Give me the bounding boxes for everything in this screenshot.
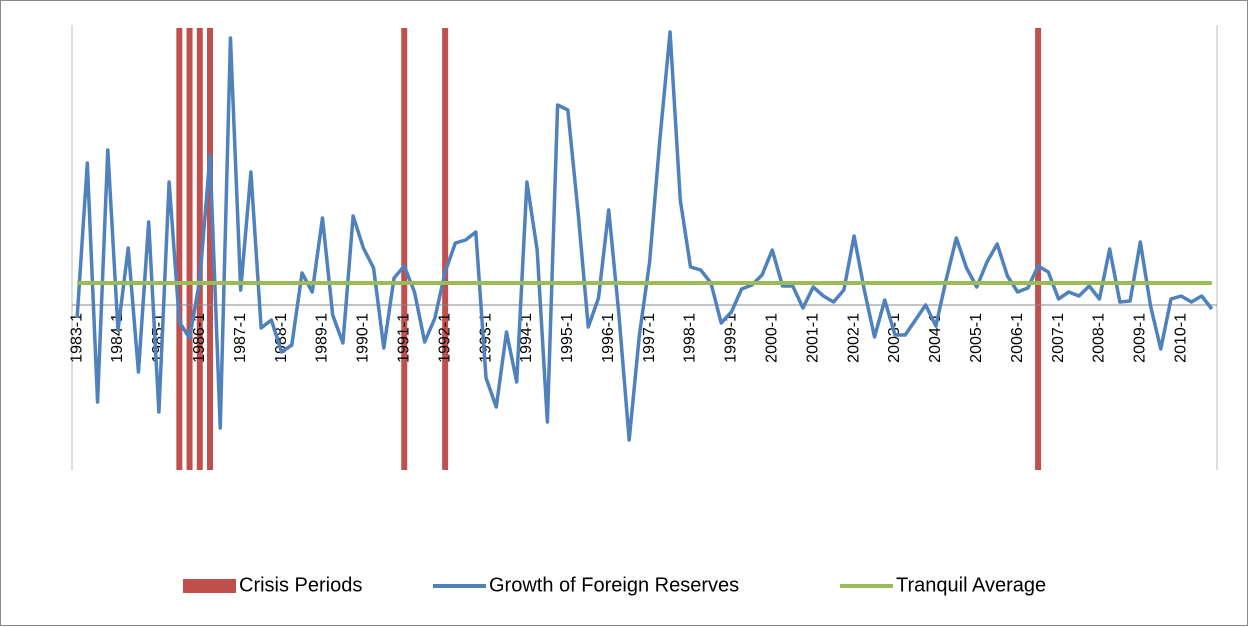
x-tick-label: 2010-1 xyxy=(1172,313,1189,363)
x-tick-label: 2009-1 xyxy=(1132,313,1149,363)
legend-swatch xyxy=(183,579,236,593)
x-tick-label: 1989-1 xyxy=(314,313,331,363)
crisis-bar xyxy=(186,28,193,470)
legend-label: Crisis Periods xyxy=(239,574,362,596)
crisis-bar xyxy=(207,28,214,470)
x-tick-label: 1994-1 xyxy=(518,313,535,363)
x-tick-label: 1996-1 xyxy=(600,313,617,363)
x-tick-label: 2004-1 xyxy=(927,313,944,363)
x-tick-label: 1997-1 xyxy=(641,313,658,363)
x-tick-label: 1999-1 xyxy=(723,313,740,363)
crisis-bar xyxy=(1035,28,1042,470)
series-line xyxy=(75,30,1214,442)
x-tick-label: 2000-1 xyxy=(764,313,781,363)
x-tick-label: 2006-1 xyxy=(1009,313,1026,363)
x-tick-label: 1984-1 xyxy=(109,313,126,363)
x-tick-label: 1998-1 xyxy=(682,313,699,363)
x-tick-label: 2005-1 xyxy=(968,313,985,363)
crisis-bar xyxy=(176,28,183,470)
x-tick-label: 2001-1 xyxy=(804,313,821,363)
x-tick-label: 1992-1 xyxy=(436,313,453,363)
legend-label: Tranquil Average xyxy=(896,574,1046,596)
x-tick-label: 1991-1 xyxy=(395,313,412,363)
x-tick-label: 2007-1 xyxy=(1050,313,1067,363)
x-tick-label: 2003-1 xyxy=(886,313,903,363)
crisis-bar xyxy=(401,28,408,470)
x-tick-label: 2008-1 xyxy=(1091,313,1108,363)
x-tick-label: 1983-1 xyxy=(68,313,85,363)
x-tick-label: 1995-1 xyxy=(559,313,576,363)
crisis-bar xyxy=(196,28,203,470)
x-tick-label: 2002-1 xyxy=(845,313,862,363)
x-tick-label: 1987-1 xyxy=(232,313,249,363)
crisis-bar xyxy=(442,28,449,470)
x-tick-label: 1986-1 xyxy=(191,313,208,363)
x-tick-label: 1990-1 xyxy=(355,313,372,363)
legend-label: Growth of Foreign Reserves xyxy=(489,574,739,596)
